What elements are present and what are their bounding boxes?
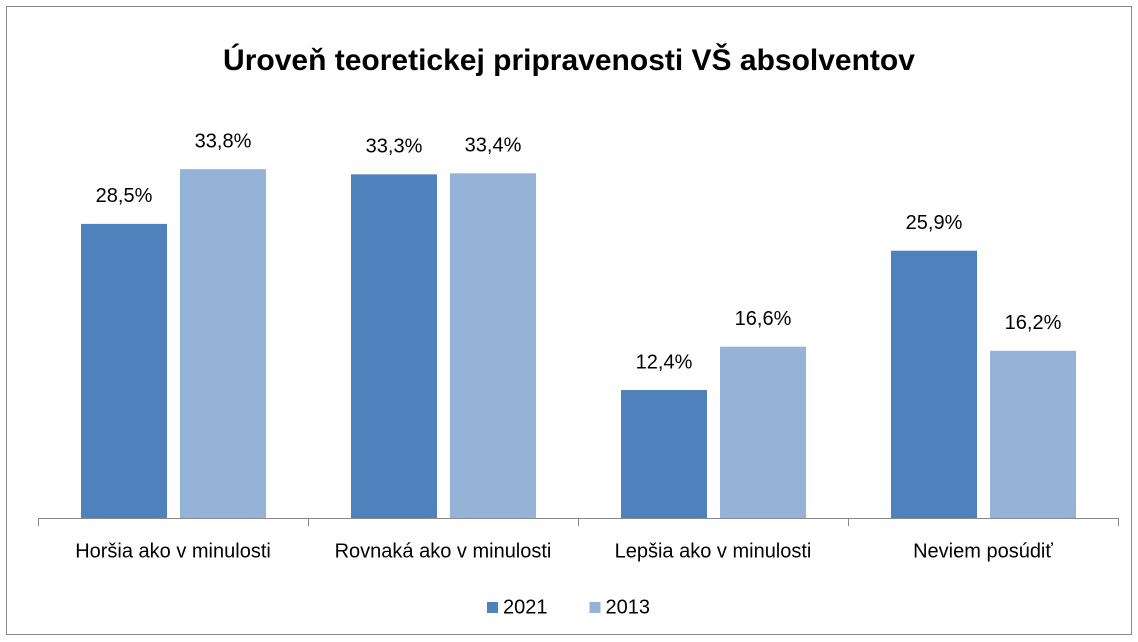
x-tick-label: Horšia ako v minulosti [75,540,271,562]
data-label: 16,2% [1005,312,1062,334]
data-label: 16,6% [735,308,792,330]
bar [351,174,437,518]
x-tick-label: Neviem posúdiť [913,540,1053,562]
bar [891,250,977,518]
data-label: 28,5% [96,185,153,207]
data-label: 33,8% [195,130,252,152]
data-label: 33,4% [465,135,522,157]
bar [81,223,167,518]
data-label: 12,4% [636,351,693,373]
data-label: 25,9% [906,212,963,234]
legend-swatch [487,602,498,613]
bar [450,173,536,518]
x-tick-label: Rovnaká ako v minulosti [335,540,552,562]
chart-title: Úroveň teoretickej pripravenosti VŠ abso… [223,43,915,77]
x-tick-label: Lepšia ako v minulosti [615,540,812,562]
bar [720,346,806,518]
legend-swatch [589,602,601,613]
bar [621,390,707,518]
data-label: 33,3% [366,136,423,158]
bar [180,169,266,518]
legend-label: 2013 [606,596,651,618]
legend-label: 2021 [503,596,548,618]
bar [990,350,1076,518]
